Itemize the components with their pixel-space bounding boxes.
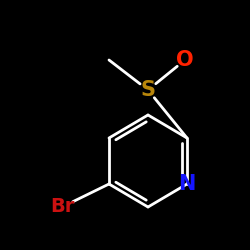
Text: S: S [140, 80, 156, 100]
Text: O: O [176, 50, 194, 70]
Text: Br: Br [50, 198, 74, 216]
Text: N: N [178, 174, 196, 194]
